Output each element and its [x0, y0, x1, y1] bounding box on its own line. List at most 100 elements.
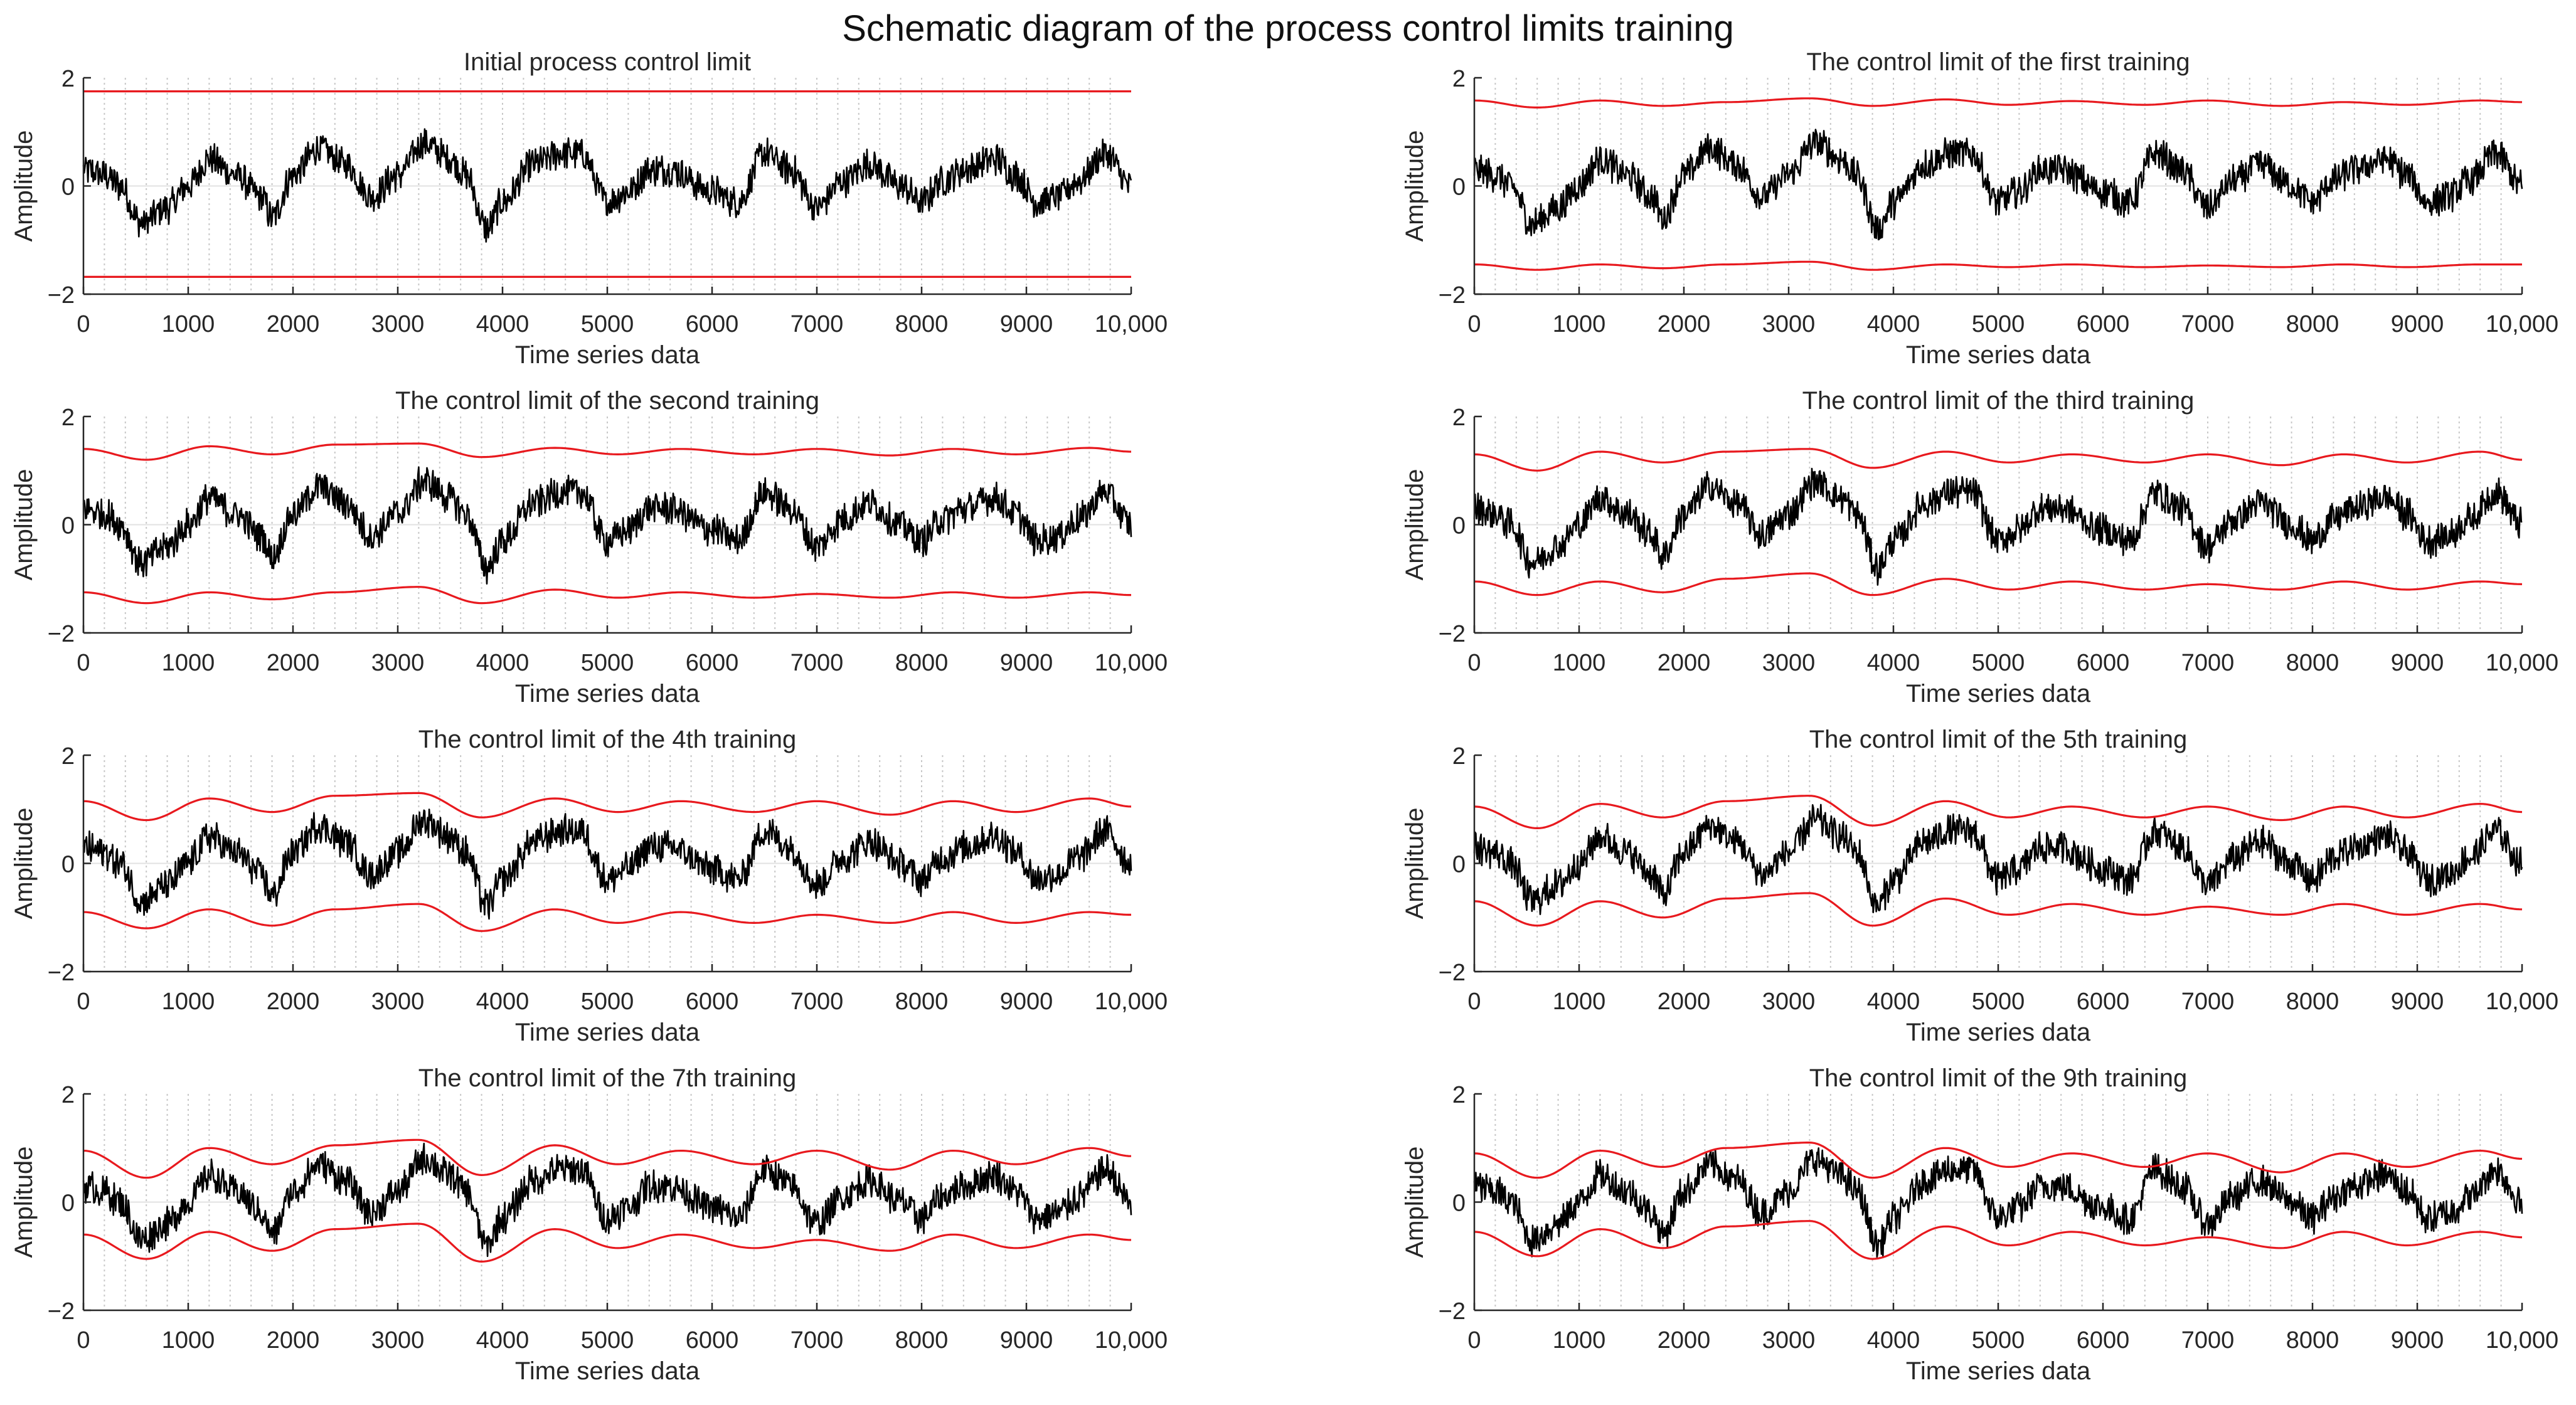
x-tick-label: 2000: [1658, 989, 1711, 1015]
x-tick-label: 3000: [371, 311, 425, 337]
x-tick-label: 1000: [1553, 1327, 1606, 1354]
y-tick-label: 2: [61, 743, 75, 770]
subplot-8: 0 1000 2000 3000 4000 5000 6000 7000 8000 9000 10,…: [1401, 1064, 2558, 1385]
x-tick-label: 1000: [1553, 650, 1606, 676]
x-axis-label: Time series data: [1906, 1019, 2091, 1046]
y-tick-label: −2: [1439, 1298, 1466, 1325]
upper-limit-line: [1474, 1141, 2523, 1179]
y-tick-label: 2: [61, 405, 75, 431]
subplot-title: The control limit of the 9th training: [1809, 1064, 2188, 1092]
grid-lines: [1494, 1094, 2502, 1310]
y-tick-label: −2: [1439, 282, 1466, 309]
x-tick-label: 9000: [1000, 650, 1053, 676]
y-tick-label: 2: [61, 1082, 75, 1108]
y-tick-label: −2: [48, 960, 75, 986]
y-axis-label: Amplitude: [10, 469, 38, 581]
x-tick-label: 7000: [790, 1327, 844, 1354]
y-tick-label: 2: [1452, 1082, 1466, 1108]
y-tick-label: 2: [1452, 66, 1466, 92]
x-axis-label: Time series data: [515, 680, 700, 708]
x-tick-label: 0: [77, 311, 90, 337]
x-tick-label: 10,000: [2486, 989, 2558, 1015]
x-tick-label: 8000: [895, 1327, 949, 1354]
x-tick-label: 5000: [1972, 1327, 2025, 1354]
lower-limit-line: [83, 903, 1131, 932]
grid-lines: [104, 755, 1111, 972]
x-axis-label: Time series data: [515, 1019, 700, 1046]
x-tick-label: 5000: [581, 650, 634, 676]
upper-limit-line: [83, 442, 1132, 461]
x-tick-label: 5000: [1972, 311, 2025, 337]
x-tick-label: 0: [1467, 311, 1481, 337]
y-tick-label: −2: [1439, 621, 1466, 647]
x-tick-label: 2000: [1658, 650, 1711, 676]
x-tick-label: 10,000: [1095, 989, 1168, 1015]
x-tick-label: 4000: [1867, 989, 1920, 1015]
x-tick-label: 8000: [895, 311, 949, 337]
x-tick-label: 8000: [2286, 650, 2339, 676]
x-axis-label: Time series data: [515, 1357, 700, 1385]
x-tick-label: 6000: [686, 650, 739, 676]
y-tick-label: 0: [1452, 1190, 1466, 1217]
x-tick-label: 9000: [1000, 1327, 1053, 1354]
x-tick-label: 6000: [2077, 311, 2130, 337]
x-tick-label: 1000: [1553, 311, 1606, 337]
x-tick-label: 10,000: [1095, 1327, 1168, 1354]
subplot-1: 0 1000 2000 3000 4000 5000 6000 7000 8000 9000 10,…: [10, 48, 1168, 369]
lower-limit-line: [83, 586, 1131, 605]
x-tick-label: 3000: [1762, 311, 1816, 337]
x-tick-label: 9000: [1000, 989, 1053, 1015]
y-tick-label: 0: [1452, 513, 1466, 539]
y-tick-label: −2: [48, 621, 75, 647]
y-tick-label: 2: [1452, 405, 1466, 431]
y-tick-label: −2: [48, 1298, 75, 1325]
subplot-2: 0 1000 2000 3000 4000 5000 6000 7000 8000 9000 10,…: [1401, 48, 2558, 369]
signal-line: [82, 1142, 1132, 1258]
x-tick-label: 9000: [2391, 650, 2444, 676]
x-tick-label: 2000: [267, 989, 320, 1015]
upper-limit-line: [83, 792, 1132, 822]
x-tick-label: 5000: [581, 989, 634, 1015]
x-tick-label: 9000: [2391, 311, 2444, 337]
y-axis-label: Amplitude: [10, 130, 38, 242]
x-tick-label: 0: [1467, 1327, 1481, 1354]
x-tick-label: 8000: [2286, 311, 2339, 337]
y-tick-label: 0: [61, 852, 75, 878]
lower-limit-line: [83, 1222, 1132, 1263]
x-tick-label: 5000: [581, 311, 634, 337]
x-tick-label: 1000: [1553, 989, 1606, 1015]
x-tick-label: 5000: [1972, 989, 2025, 1015]
x-tick-label: 4000: [1867, 311, 1920, 337]
y-tick-label: 0: [61, 513, 75, 539]
signal-line: [82, 466, 1132, 585]
y-tick-label: 0: [1452, 852, 1466, 878]
x-axis-label: Time series data: [1906, 1357, 2091, 1385]
x-tick-label: 4000: [1867, 1327, 1920, 1354]
x-tick-label: 3000: [371, 1327, 425, 1354]
x-tick-label: 1000: [162, 1327, 215, 1354]
grid-lines: [1494, 78, 2502, 294]
signal-line: [1473, 129, 2523, 241]
y-axis-label: Amplitude: [1401, 1147, 1429, 1258]
x-tick-label: 9000: [2391, 1327, 2444, 1354]
x-tick-label: 7000: [2181, 989, 2235, 1015]
x-tick-label: 10,000: [2486, 650, 2558, 676]
y-axis-label: Amplitude: [10, 808, 38, 920]
x-tick-label: 7000: [2181, 1327, 2235, 1354]
x-tick-label: 8000: [2286, 989, 2339, 1015]
x-tick-label: 10,000: [2486, 1327, 2558, 1354]
y-axis-label: Amplitude: [1401, 808, 1429, 920]
x-tick-label: 2000: [1658, 1327, 1711, 1354]
x-tick-label: 5000: [1972, 650, 2025, 676]
subplot-title: The control limit of the 4th training: [418, 726, 797, 753]
grid-lines: [104, 78, 1111, 294]
x-tick-label: 6000: [686, 989, 739, 1015]
x-tick-label: 3000: [1762, 989, 1816, 1015]
x-tick-label: 0: [1467, 650, 1481, 676]
x-tick-label: 8000: [2286, 1327, 2339, 1354]
x-tick-label: 2000: [267, 650, 320, 676]
signal-line: [1473, 467, 2523, 586]
subplot-title: The control limit of the third training: [1802, 387, 2195, 415]
x-tick-label: 6000: [2077, 989, 2130, 1015]
y-tick-label: −2: [1439, 960, 1466, 986]
